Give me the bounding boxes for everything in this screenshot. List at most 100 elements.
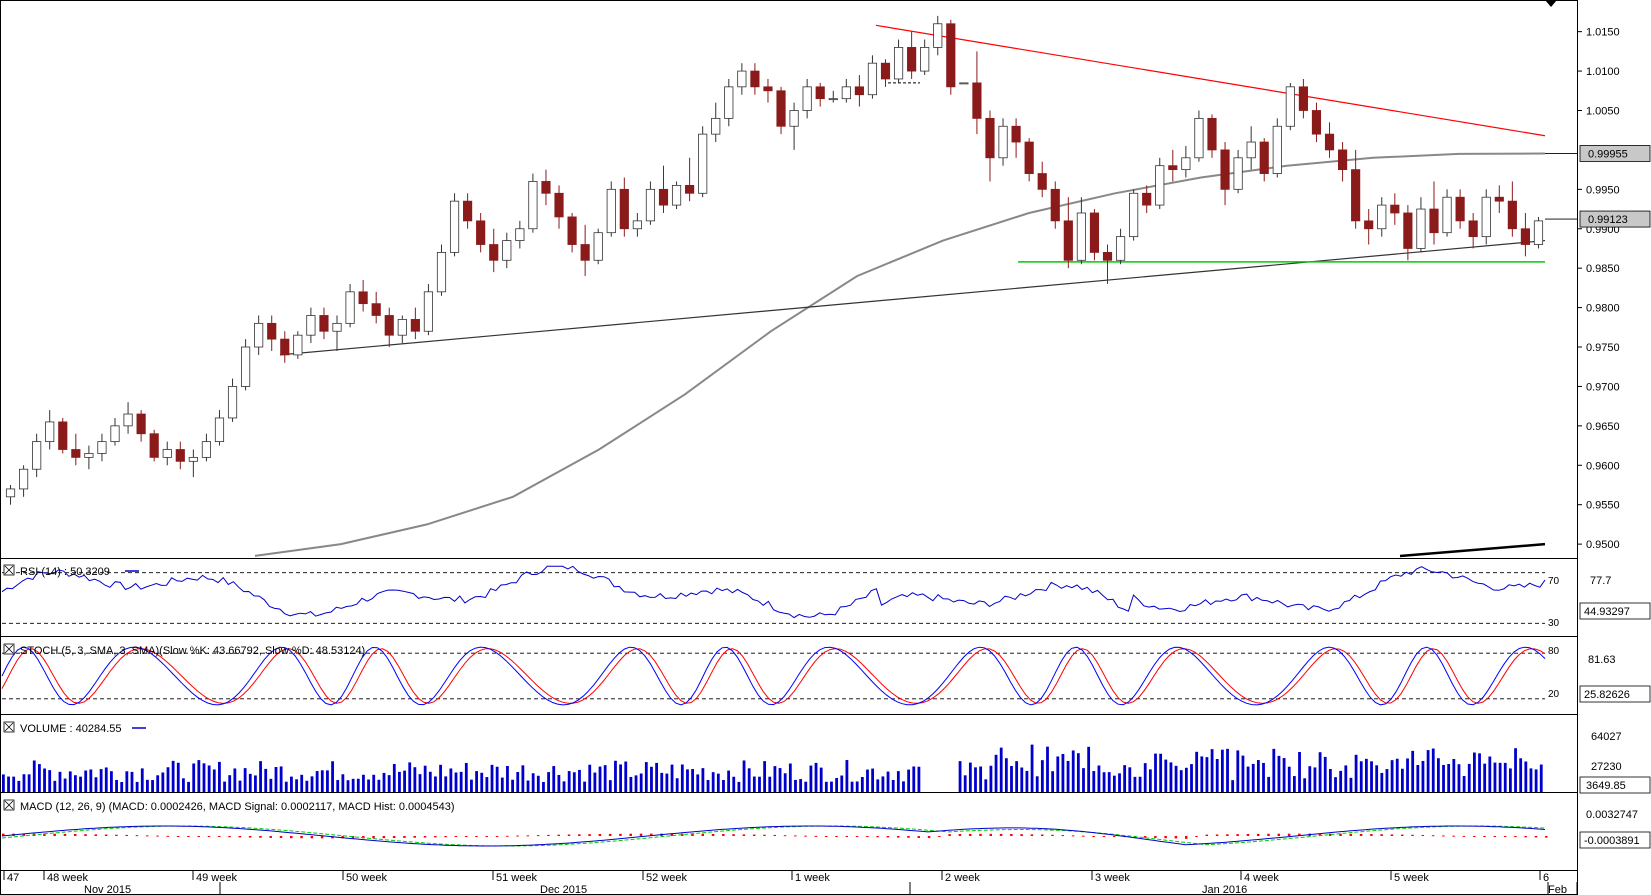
candle-body [763,86,773,92]
candle-body [267,322,277,340]
macd-hist-bar [197,836,200,837]
candle-body [554,192,564,218]
candle-body [880,62,891,80]
macd-hist-bar [238,836,242,838]
volume-bar [1323,756,1327,792]
volume-bar [871,768,875,792]
candle-body [84,453,94,458]
month-label: Dec 2015 [540,884,587,895]
candle-body [358,291,368,305]
volume-bar [362,774,365,792]
volume-bar [284,781,288,792]
volume-bar [32,760,36,792]
macd-hist-bar [146,835,149,837]
macd-hist-bar [444,836,447,838]
macd-hist-bar [1051,834,1054,836]
volume-bar [1447,763,1451,792]
candle-body [737,70,747,88]
macd-hist-bar [1092,836,1095,837]
volume-bar [439,764,442,792]
price-tick-label: 1.0150 [1586,27,1620,39]
macd-hist-bar [53,833,56,836]
volume-bar [1195,751,1199,792]
macd-hist-bar [1318,833,1322,836]
volume-bar [1400,768,1404,792]
volume-bar [850,781,854,792]
volume-bar [608,780,612,792]
volume-bar [1025,770,1029,792]
volume-bar [43,768,46,792]
macd-hist-bar [567,834,571,836]
candle-body [985,117,995,159]
volume-bar [814,762,818,792]
price-tick-label: 0.9750 [1586,342,1620,354]
volume-bar [1236,750,1240,792]
macd-hist-bar [938,836,941,837]
macd-hist-bar [392,836,396,839]
volume-bar [1035,776,1039,792]
candle-body [201,441,211,458]
stoch-d-line [1,648,1546,704]
candle-body [306,315,316,336]
candle-body [254,322,264,348]
volume-bar [161,772,165,792]
volume-bar [1478,753,1481,792]
volume-bar [428,771,432,792]
volume-bar [495,766,499,792]
macd-hist-bar [166,835,170,837]
stoch-level-20: 20 [1548,689,1560,700]
volume-bar [331,761,334,792]
volume-bar [845,760,849,792]
volume-bar [470,779,473,792]
volume-bar [542,781,545,792]
volume-bar [1519,758,1523,792]
volume-bar [382,772,386,792]
candle-body [1115,236,1126,261]
volume-bar [1395,758,1399,792]
macd-hist-bar [866,836,869,838]
volume-bar [1349,777,1353,792]
candle-body [933,23,943,48]
month-label: Nov 2015 [84,884,131,895]
candle-body [293,334,303,356]
candle-body [946,23,956,88]
volume-bar [968,762,972,792]
candle-body [1507,200,1517,230]
volume-bar [1514,748,1517,792]
volume-bar [907,769,911,792]
candle-body [920,47,930,72]
volume-bar [701,768,705,792]
volume-bar [974,767,977,792]
macd-hist-bar [1082,835,1085,837]
macd-hist-bar [382,836,386,839]
volume-bar [1010,766,1013,792]
macd-hist-bar [290,836,293,839]
volume-bar [480,772,484,792]
volume-bar [619,764,622,792]
volume-bar [22,774,26,792]
volume-bar [1529,768,1533,792]
volume-bar [994,754,998,792]
candle-body [123,413,133,427]
volume-bar [1205,757,1209,792]
volume-bar [1303,778,1307,792]
macd-hist-bar [968,833,972,836]
macd-hist-bar [1287,833,1291,836]
volume-header: VOLUME : 40284.55 [3,721,146,735]
candle-body [1168,165,1178,171]
volume-bar [1256,760,1260,792]
candle-body [632,220,642,230]
volume-bar [305,780,309,792]
volume-bar [1231,780,1235,792]
macd-hist-bar [1431,835,1435,837]
volume-bar [341,774,345,792]
macd-hist-bar [783,835,787,837]
price-badge-label: 0.99955 [1588,148,1628,160]
macd-hist-bar [320,836,324,839]
macd-hist-bar [115,834,118,836]
volume-bar [1498,762,1502,792]
candle-body [685,184,695,194]
macd-hist-bar [670,833,674,836]
price-tick-label: 0.9950 [1586,184,1620,196]
volume-bar [485,777,489,792]
